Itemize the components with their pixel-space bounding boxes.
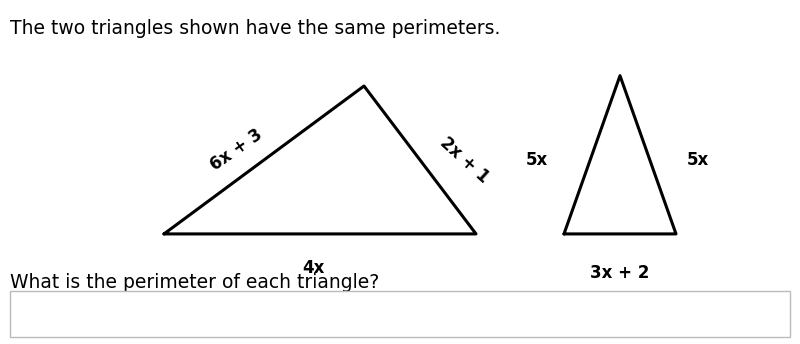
Text: 6x + 3: 6x + 3 [206, 125, 266, 174]
FancyBboxPatch shape [10, 291, 790, 337]
Text: What is the perimeter of each triangle?: What is the perimeter of each triangle? [10, 273, 379, 292]
Text: 5x: 5x [526, 151, 548, 169]
Text: 4x: 4x [302, 259, 325, 277]
Text: 5x: 5x [686, 151, 709, 169]
Text: 3x + 2: 3x + 2 [590, 265, 650, 282]
Text: The two triangles shown have the same perimeters.: The two triangles shown have the same pe… [10, 19, 500, 38]
Text: 2x + 1: 2x + 1 [436, 133, 492, 186]
